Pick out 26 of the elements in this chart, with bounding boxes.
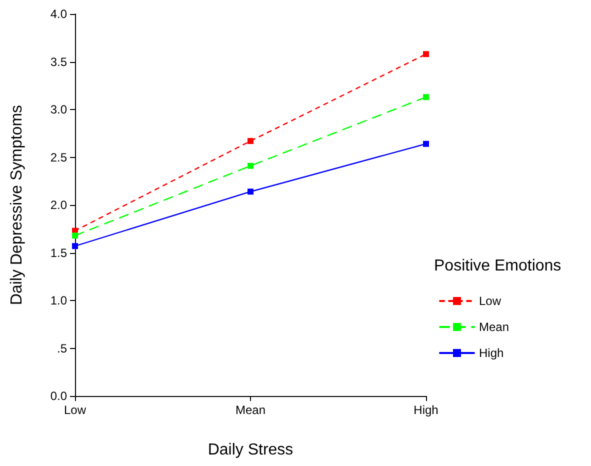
point	[248, 138, 254, 144]
y-tick-label: 2.5	[50, 150, 68, 164]
y-tick-label: 3.0	[50, 102, 68, 116]
legend-label: High	[479, 346, 504, 360]
y-tick-label: 2.0	[50, 198, 68, 212]
y-tick-label: 4.0	[50, 7, 68, 21]
y-axis-title: Daily Depressive Symptoms	[8, 104, 26, 306]
legend-label: Low	[479, 294, 502, 308]
point	[423, 140, 429, 147]
x-tick-label: Mean	[235, 403, 266, 417]
y-tick-label: 0.0	[50, 389, 68, 403]
y-tick-label: 1.0	[50, 294, 68, 308]
x-tick-label: Low	[64, 403, 86, 417]
legend-title: Positive Emotions	[434, 258, 562, 274]
point	[248, 188, 254, 195]
point	[423, 94, 429, 100]
y-tick-label: .5	[56, 341, 68, 356]
legend-label: Mean	[479, 320, 510, 334]
y-tick-label: 3.5	[50, 54, 68, 69]
point	[423, 51, 429, 58]
x-tick-label: High	[414, 403, 438, 417]
point	[72, 243, 78, 250]
point	[72, 232, 78, 239]
point	[248, 162, 254, 169]
x-axis-title: Daily Stress	[208, 442, 294, 458]
y-tick-label: 1.5	[50, 246, 68, 260]
